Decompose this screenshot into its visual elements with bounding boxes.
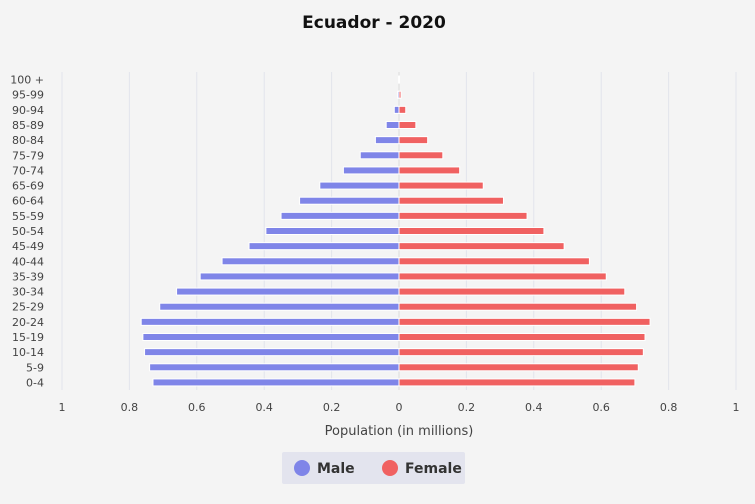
legend: Male Female [282,452,465,484]
y-tick-label: 25-29 [12,301,44,314]
y-axis-tick-labels: 0-4 5-9 10-14 15-19 20-24 25-29 30-34 35-39 40-4… [10,74,44,390]
x-tick-label: 0.6 [188,401,206,414]
legend-label: Male [317,461,355,477]
legend-marker [294,460,310,476]
bar-male [159,302,400,311]
y-tick-label: 30-34 [12,286,44,299]
bar-male [144,348,400,357]
bar-female [398,121,417,129]
chart-title: Ecuador - 2020 [302,13,446,33]
bar-female [398,287,626,296]
y-tick-label: 40-44 [12,255,44,268]
bar-male [265,227,400,235]
x-tick-label: 0.4 [255,401,273,414]
bar-female [398,302,638,311]
bar-male [176,287,400,296]
y-tick-label: 70-74 [12,164,44,177]
x-tick-label: 0.8 [121,401,139,414]
y-tick-label: 20-24 [12,316,44,329]
bar-female [398,272,607,281]
x-axis-tick-labels: 1 0.8 0.6 0.4 0.2 0 0.2 0.4 0.6 0.8 1 [59,401,740,414]
bar-male [359,151,400,160]
bar-female [398,211,528,220]
bar-female [398,181,484,190]
legend-box [282,452,465,484]
y-tick-label: 75-79 [12,149,44,162]
x-tick-label: 0.8 [660,401,678,414]
bar-female [398,257,590,266]
bars [140,75,651,387]
bar-male [248,242,400,251]
bar-female [398,333,646,341]
legend-label: Female [405,461,462,477]
bar-male [342,166,400,175]
bar-male [299,196,400,205]
bar-male [385,121,400,129]
bar-male [393,105,400,114]
y-tick-label: 65-69 [12,180,44,193]
y-tick-label: 10-14 [12,346,44,359]
bar-female [398,348,644,357]
y-tick-label: 35-39 [12,270,44,283]
bar-female [398,136,429,145]
bar-female [398,151,444,160]
y-tick-label: 15-19 [12,331,44,344]
bar-female [398,196,504,205]
bar-male [280,211,400,220]
bar-male [319,181,400,190]
bar-male [152,378,400,387]
y-tick-label: 60-64 [12,195,44,208]
x-tick-label: 0.2 [458,401,476,414]
bar-female [398,90,402,99]
x-tick-label: 0.4 [525,401,543,414]
bar-male [149,363,400,372]
bar-male [199,272,400,281]
y-tick-label: 90-94 [12,104,44,117]
bar-female [398,105,407,114]
y-tick-label: 5-9 [26,361,44,374]
bar-female [398,378,636,387]
bar-female [398,75,400,84]
y-tick-label: 100 + [10,74,44,87]
bar-female [398,166,461,175]
y-tick-label: 55-59 [12,210,44,223]
y-tick-label: 85-89 [12,119,44,132]
x-axis-label: Population (in millions) [325,424,474,439]
x-tick-label: 1 [733,401,740,414]
y-tick-label: 50-54 [12,225,44,238]
bar-male [142,333,400,341]
bar-male [140,317,400,326]
y-tick-label: 80-84 [12,134,44,147]
bar-female [398,363,639,372]
y-tick-label: 0-4 [26,376,44,389]
bar-male [374,136,400,145]
bar-female [398,317,651,326]
x-tick-label: 0.6 [592,401,610,414]
x-tick-label: 0.2 [323,401,341,414]
bar-female [398,242,565,251]
legend-marker [382,460,398,476]
bar-male [221,257,400,266]
x-tick-label: 1 [59,401,66,414]
x-tick-label: 0 [396,401,403,414]
bar-female [398,227,545,235]
y-tick-label: 45-49 [12,240,44,253]
y-tick-label: 95-99 [12,89,44,102]
